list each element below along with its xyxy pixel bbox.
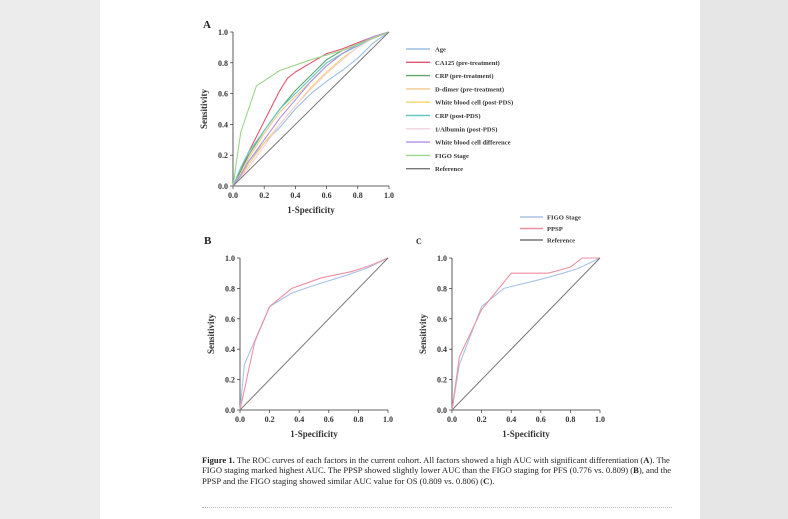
side-rail <box>700 0 788 519</box>
caption-divider <box>202 507 672 508</box>
y-tick-label-c: 1.0 <box>437 254 447 263</box>
legend-a-label-crp-post: CRP (post-PDS) <box>435 113 481 120</box>
x-tick-label-b: 0.4 <box>294 415 304 424</box>
caption-text-4: ). <box>489 475 495 486</box>
legend-a-label-crp-pre: CRP (pre-treatment) <box>435 73 494 80</box>
y-tick-label-c: 0.6 <box>437 315 447 324</box>
panel-label-a: A <box>203 19 211 31</box>
x-tick-label-b: 0.2 <box>265 415 275 424</box>
y-tick-label-b: 1.0 <box>225 254 235 263</box>
legend-a-label-alb-post: 1/Albumin (post-PDS) <box>435 126 497 133</box>
series-line-c-figo-b <box>451 257 601 411</box>
x-tick-label-c: 0.2 <box>477 415 487 424</box>
legend-bc-label-ppsp: PPSP <box>547 226 563 233</box>
x-tick-label-c: 0.6 <box>536 415 546 424</box>
legend-a-label-wbc-diff: White blood cell difference <box>435 140 511 147</box>
x-axis-label-a: 1-Specificity <box>287 205 335 215</box>
x-tick-label-b: 0.0 <box>235 415 245 424</box>
x-tick-label-b: 0.8 <box>353 415 363 424</box>
y-tick-label-a: 1.0 <box>218 28 228 37</box>
y-tick-label-a: 0.2 <box>218 151 228 160</box>
panel-label-b: B <box>204 235 212 247</box>
y-tick-label-a: 0.4 <box>218 120 228 129</box>
caption-ref-a: A <box>643 455 650 465</box>
x-tick-label-b: 1.0 <box>383 415 393 424</box>
y-tick-label-c: 0.4 <box>437 345 447 354</box>
panel-label-c: C <box>416 237 422 246</box>
legend-a-label-age: Age <box>435 47 446 54</box>
article-sheet <box>100 0 700 519</box>
y-tick-label-c: 0.0 <box>437 406 447 415</box>
y-tick-label-b: 0.4 <box>225 345 235 354</box>
x-tick-label-a: 0.2 <box>259 191 269 200</box>
y-tick-label-b: 0.8 <box>225 284 235 293</box>
series-line-c-reference <box>451 257 601 411</box>
series-line-b-figo-b <box>239 257 389 411</box>
x-axis-label-b: 1-Specificity <box>290 429 338 439</box>
x-tick-label-a: 0.8 <box>353 191 363 200</box>
legend-a-label-figo: FIGO Stage <box>435 153 469 160</box>
series-line-a-crp-post <box>232 31 390 187</box>
figure-caption: Figure 1. The ROC curves of each factors… <box>202 455 672 486</box>
y-tick-label-c: 0.8 <box>437 284 447 293</box>
x-tick-label-a: 1.0 <box>384 191 394 200</box>
y-tick-label-b: 0.6 <box>225 315 235 324</box>
y-tick-label-b: 0.0 <box>225 406 235 415</box>
legend-bc-label-reference: Reference <box>547 238 575 245</box>
x-axis-label-c: 1-Specificity <box>502 429 550 439</box>
y-tick-label-a: 0.0 <box>218 182 228 191</box>
caption-text-1: The ROC curves of each factors in the cu… <box>234 455 644 465</box>
caption-text-3: ), and the PPSP and the FIGO staging sho… <box>202 465 672 486</box>
caption-text-2: ). The FIGO staging marked highest AUC. … <box>202 455 670 476</box>
x-tick-label-b: 0.6 <box>324 415 334 424</box>
y-tick-label-a: 0.8 <box>218 59 228 68</box>
legend-a-label-ca125: CA125 (pre-treatment) <box>435 60 500 67</box>
x-tick-label-c: 0.8 <box>565 415 575 424</box>
series-line-a-alb-post <box>232 31 390 187</box>
x-tick-label-a: 0.4 <box>290 191 300 200</box>
y-axis-label-b: Sensitivity <box>206 314 216 355</box>
y-axis-label-a: Sensitivity <box>199 89 209 130</box>
y-tick-label-b: 0.2 <box>225 376 235 385</box>
series-line-c-ppsp <box>451 257 600 411</box>
caption-ref-b: B <box>633 465 639 476</box>
x-tick-label-c: 0.4 <box>506 415 516 424</box>
legend-a-label-wbc-post: White blood cell (post-PDS) <box>435 100 513 107</box>
y-tick-label-c: 0.2 <box>437 376 447 385</box>
caption-lead: Figure 1. <box>202 455 235 465</box>
legend-a-label-ddimer: D-dimer (pre-treatment) <box>435 86 504 93</box>
legend-bc-label-figo-b: FIGO Stage <box>547 215 581 222</box>
x-tick-label-c: 0.0 <box>447 415 457 424</box>
x-tick-label-c: 1.0 <box>595 415 605 424</box>
legend-a-label-reference: Reference <box>435 166 463 173</box>
series-line-b-ppsp <box>239 257 389 411</box>
caption-ref-c: C <box>483 475 490 486</box>
series-line-b-reference <box>239 257 389 411</box>
y-tick-label-a: 0.6 <box>218 90 228 99</box>
y-axis-label-c: Sensitivity <box>418 314 428 355</box>
x-tick-label-a: 0.0 <box>228 191 238 200</box>
series-line-a-figo <box>232 31 390 187</box>
x-tick-label-a: 0.6 <box>322 191 332 200</box>
series-line-a-reference <box>232 31 390 187</box>
